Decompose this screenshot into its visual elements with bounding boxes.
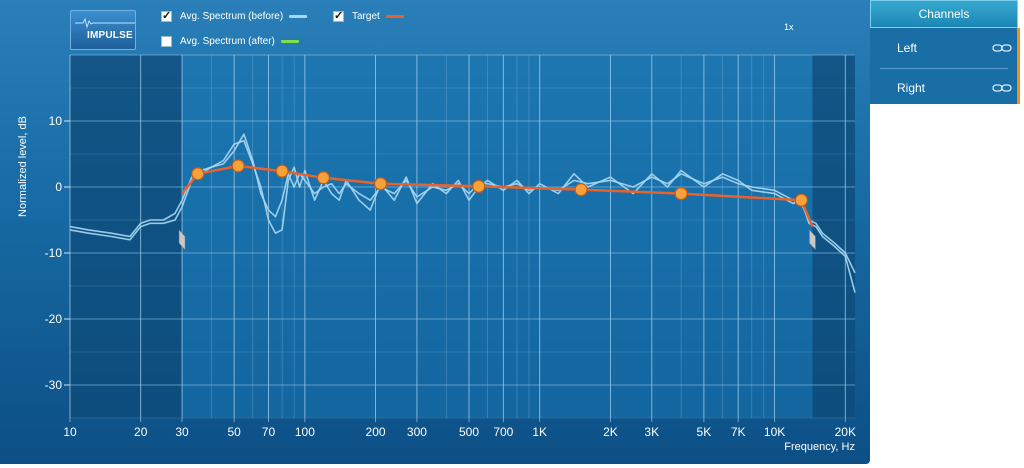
y-tick-label: -30 bbox=[45, 378, 63, 392]
x-tick-label: 10K bbox=[764, 425, 785, 439]
impulse-button[interactable]: IMPULSE bbox=[70, 10, 136, 50]
target-control-point[interactable] bbox=[316, 171, 331, 185]
legend-target[interactable]: Target bbox=[333, 9, 404, 22]
eq-chart-panel: 10 0 -10 -20 -30 10 20 30 50 70 100 200 300 500 700 1K 2… bbox=[0, 0, 870, 464]
y-tick-label: 0 bbox=[55, 180, 62, 194]
high-cut-handle[interactable] bbox=[809, 229, 816, 251]
x-tick-label: 300 bbox=[407, 425, 427, 439]
target-control-point[interactable] bbox=[472, 179, 486, 193]
inactive-region-high bbox=[812, 55, 855, 418]
channels-list: Left Right bbox=[870, 28, 1020, 104]
x-tick-label: 200 bbox=[366, 425, 386, 439]
x-tick-label: 30 bbox=[175, 425, 189, 439]
x-tick-label: 3K bbox=[644, 425, 659, 439]
target-swatch bbox=[385, 15, 404, 18]
low-cut-handle[interactable] bbox=[178, 229, 186, 251]
target-control-point[interactable] bbox=[231, 159, 245, 173]
legend-before-label: Avg. Spectrum (before) bbox=[180, 11, 284, 22]
target-checkbox[interactable] bbox=[333, 9, 344, 22]
impulse-icon bbox=[75, 17, 135, 29]
y-tick-label: -20 bbox=[45, 312, 63, 326]
x-axis-label: Frequency, Hz bbox=[784, 441, 855, 453]
channels-tab[interactable]: Channels bbox=[870, 0, 1018, 28]
legend-after-label: Avg. Spectrum (after) bbox=[180, 36, 275, 47]
legend-before[interactable]: Avg. Spectrum (before) bbox=[161, 9, 308, 22]
legend-target-label: Target bbox=[352, 11, 380, 22]
channel-item-left[interactable]: Left bbox=[870, 30, 1017, 64]
target-control-point[interactable] bbox=[373, 177, 388, 191]
x-tick-label: 1K bbox=[532, 425, 547, 439]
x-tick-label: 5K bbox=[697, 425, 712, 439]
x-tick-label: 50 bbox=[227, 425, 241, 439]
link-icon[interactable] bbox=[992, 84, 1012, 92]
x-tick-label: 10 bbox=[63, 425, 77, 439]
plot-area bbox=[70, 55, 855, 418]
x-tick-label: 100 bbox=[295, 425, 315, 439]
channel-left-label: Left bbox=[897, 41, 918, 55]
zoom-level[interactable]: 1x bbox=[784, 22, 794, 32]
after-checkbox[interactable] bbox=[161, 36, 172, 47]
y-tick-label: -10 bbox=[45, 246, 63, 260]
before-swatch bbox=[289, 15, 308, 18]
y-tick-label: 10 bbox=[49, 114, 63, 128]
channel-divider bbox=[880, 68, 1008, 69]
impulse-label: IMPULSE bbox=[87, 30, 133, 41]
x-tick-label: 7K bbox=[731, 425, 746, 439]
before-checkbox[interactable] bbox=[161, 9, 172, 22]
target-control-point[interactable] bbox=[674, 187, 688, 201]
legend-after[interactable]: Avg. Spectrum (after) bbox=[161, 36, 299, 47]
channels-panel: Channels Left Right bbox=[870, 0, 1024, 104]
x-tick-label: 20K bbox=[835, 425, 856, 439]
target-control-point[interactable] bbox=[574, 183, 588, 197]
x-tick-label: 20 bbox=[134, 425, 148, 439]
link-icon[interactable] bbox=[992, 44, 1012, 52]
target-control-point[interactable] bbox=[275, 164, 289, 178]
channel-item-right[interactable]: Right bbox=[870, 70, 1017, 104]
target-control-point[interactable] bbox=[191, 167, 205, 181]
x-tick-label: 500 bbox=[459, 425, 479, 439]
channel-right-label: Right bbox=[897, 81, 926, 95]
x-tick-label: 700 bbox=[493, 425, 513, 439]
x-tick-label: 70 bbox=[262, 425, 276, 439]
x-tick-label: 2K bbox=[603, 425, 618, 439]
target-control-point[interactable] bbox=[794, 193, 808, 207]
y-axis-label: Normalized level, dB bbox=[17, 116, 29, 217]
after-swatch bbox=[280, 40, 299, 43]
spectrum-before-line bbox=[69, 133, 856, 274]
